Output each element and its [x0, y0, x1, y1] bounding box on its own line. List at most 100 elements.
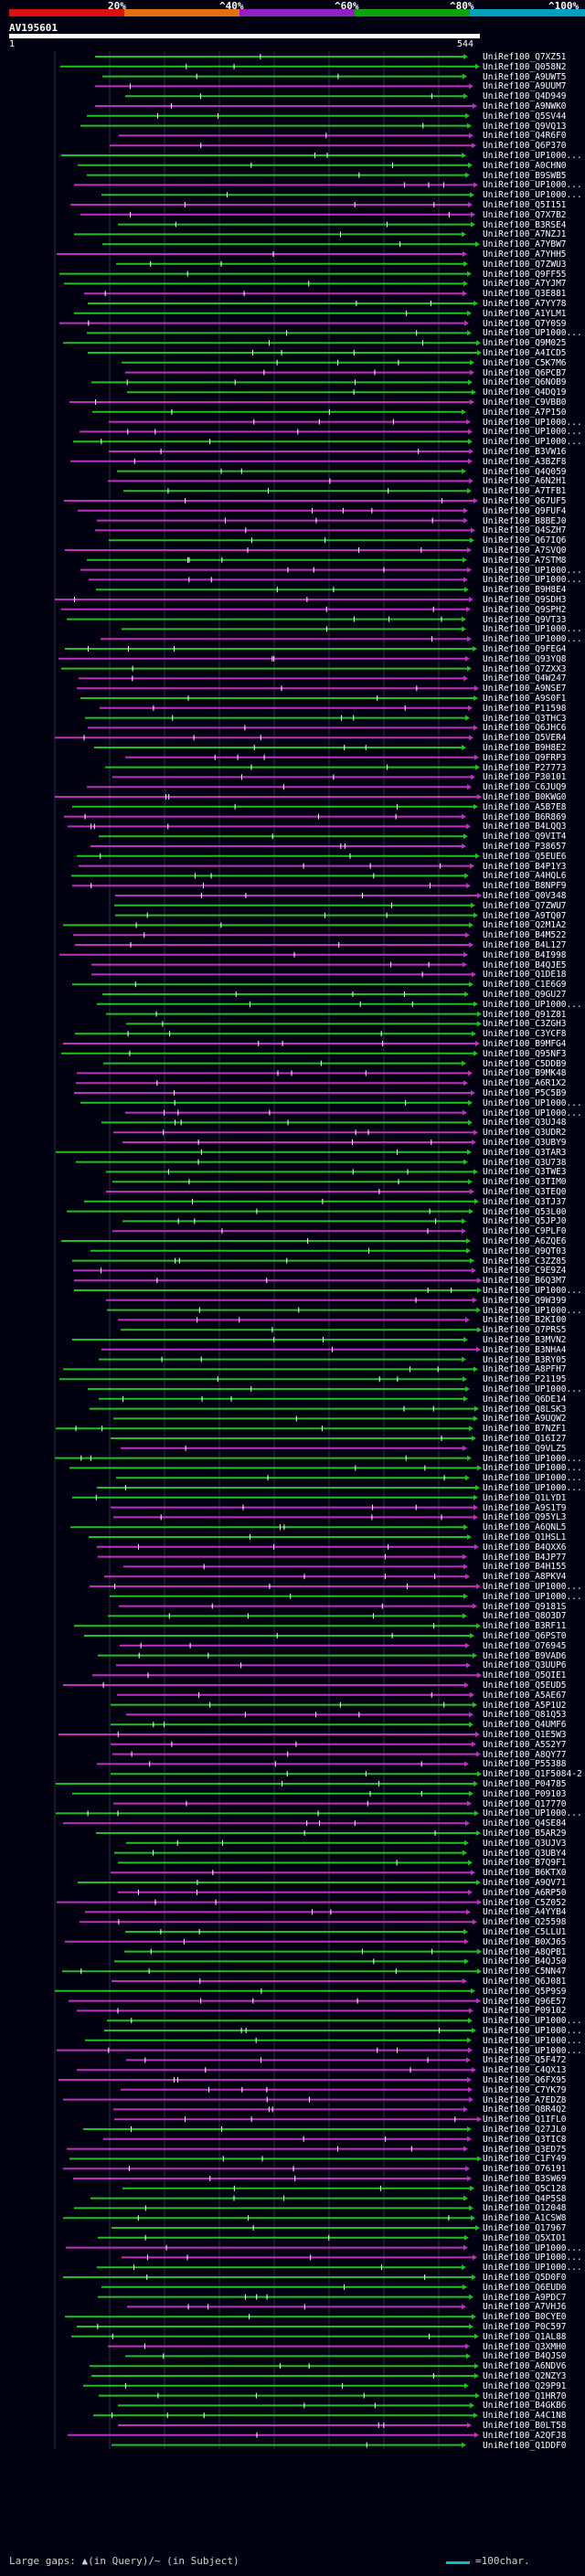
hit-label[interactable]: UniRef100_Q9VIT4 [483, 832, 567, 843]
hit-label[interactable]: UniRef100_A5B7E8 [483, 801, 567, 812]
hit-label[interactable]: UniRef100_UP1000... [483, 2242, 582, 2253]
hit-label[interactable]: UniRef100_Q3U738 [483, 1157, 567, 1168]
hit-label[interactable]: UniRef100_UP1000... [483, 151, 582, 161]
hit-label[interactable]: UniRef100_C5K7M6 [483, 357, 567, 368]
hit-label[interactable]: UniRef100_UP1000... [483, 2026, 582, 2036]
hit-label[interactable]: UniRef100_A4C1N8 [483, 2411, 567, 2422]
hit-label[interactable]: UniRef100_Q81Q53 [483, 1710, 567, 1721]
hit-label[interactable]: UniRef100_B6R869 [483, 811, 567, 822]
hit-label[interactable]: UniRef100_Q3TIM0 [483, 1177, 567, 1188]
hit-label[interactable]: UniRef100_B8NPF9 [483, 881, 567, 892]
hit-label[interactable]: UniRef100_B6KTX0 [483, 1868, 567, 1879]
hit-label[interactable]: UniRef100_Q1HSL1 [483, 1532, 567, 1542]
hit-label[interactable]: UniRef100_Q6J081 [483, 1977, 567, 1987]
hit-label[interactable]: UniRef100_UP1000... [483, 575, 582, 586]
hit-label[interactable]: UniRef100_P30101 [483, 772, 567, 783]
hit-label[interactable]: UniRef100_UP1000... [483, 1108, 582, 1118]
hit-label[interactable]: UniRef100_A9NSE7 [483, 684, 567, 694]
hit-label[interactable]: UniRef100_Q5I151 [483, 200, 567, 210]
hit-label[interactable]: UniRef100_A4ICD5 [483, 348, 567, 358]
hit-label[interactable]: UniRef100_UP1000... [483, 437, 582, 448]
hit-label[interactable]: UniRef100_UP1000... [483, 999, 582, 1010]
hit-label[interactable]: UniRef100_B4QJS0 [483, 2351, 567, 2362]
hit-label[interactable]: UniRef100_Q3TEQ0 [483, 1187, 567, 1197]
hit-label[interactable]: UniRef100_Q1DE18 [483, 970, 567, 981]
hit-label[interactable]: UniRef100_UP1000... [483, 1483, 582, 1493]
hit-label[interactable]: UniRef100_Q6FX95 [483, 2075, 567, 2085]
hit-label[interactable]: UniRef100_Q93YQ8 [483, 653, 567, 664]
hit-label[interactable]: UniRef100_A7YJM7 [483, 279, 567, 290]
hit-label[interactable]: UniRef100_UP1000... [483, 2263, 582, 2274]
hit-label[interactable]: UniRef100_Q5EUD5 [483, 1680, 567, 1691]
hit-label[interactable]: UniRef100_B4M522 [483, 930, 567, 941]
hit-label[interactable]: UniRef100_Q95YL3 [483, 1512, 567, 1523]
hit-label[interactable]: UniRef100_Q9FF55 [483, 269, 567, 280]
hit-label[interactable]: UniRef100_Q95NF3 [483, 1048, 567, 1059]
hit-label[interactable]: UniRef100_Q5F472 [483, 2055, 567, 2066]
hit-label[interactable]: UniRef100_B9VAD6 [483, 1650, 567, 1661]
hit-label[interactable]: UniRef100_A5P1U2 [483, 1700, 567, 1711]
hit-label[interactable]: UniRef100_B3RSE4 [483, 219, 567, 230]
hit-label[interactable]: UniRef100_UP1000... [483, 1591, 582, 1602]
hit-label[interactable]: UniRef100_B2KI00 [483, 1315, 567, 1326]
hit-label[interactable]: UniRef100_Q1HR70 [483, 2390, 567, 2401]
hit-label[interactable]: UniRef100_C1E6G9 [483, 980, 567, 991]
hit-label[interactable]: UniRef100_A3BZF8 [483, 456, 567, 467]
hit-label[interactable]: UniRef100_A7P150 [483, 407, 567, 418]
hit-label[interactable]: UniRef100_Q6JHC6 [483, 723, 567, 734]
hit-label[interactable]: UniRef100_Q5SV44 [483, 111, 567, 122]
hit-label[interactable]: UniRef100_Q1DDF0 [483, 2440, 567, 2451]
hit-label[interactable]: UniRef100_A6NDV6 [483, 2361, 567, 2372]
hit-label[interactable]: UniRef100_P09103 [483, 1788, 567, 1799]
hit-label[interactable]: UniRef100_Q4R6F0 [483, 131, 567, 142]
hit-label[interactable]: UniRef100_Q7ZWU7 [483, 900, 567, 911]
hit-label[interactable]: UniRef100_Q9SDH3 [483, 595, 567, 605]
hit-label[interactable]: UniRef100_A8QPB1 [483, 1946, 567, 1957]
hit-label[interactable]: UniRef100_C4QX13 [483, 2065, 567, 2076]
hit-label[interactable]: UniRef100_UP1000... [483, 1305, 582, 1316]
hit-label[interactable]: UniRef100_A8PKV4 [483, 1572, 567, 1583]
hit-label[interactable]: UniRef100_Q7ZXX3 [483, 663, 567, 674]
hit-label[interactable]: UniRef100_P09102 [483, 2006, 567, 2017]
hit-label[interactable]: UniRef100_Q9SPH2 [483, 604, 567, 615]
hit-label[interactable]: UniRef100_Q3UUP6 [483, 1660, 567, 1671]
hit-label[interactable]: UniRef100_Q5P9S9 [483, 1986, 567, 1997]
hit-label[interactable]: UniRef100_UP1000... [483, 1473, 582, 1484]
hit-label[interactable]: UniRef100_UP1000... [483, 1463, 582, 1474]
hit-label[interactable]: UniRef100_UP1000... [483, 328, 582, 339]
hit-label[interactable]: UniRef100_B3MVN2 [483, 1335, 567, 1345]
hit-label[interactable]: UniRef100_Q3UDR2 [483, 1128, 567, 1139]
hit-label[interactable]: UniRef100_P04785 [483, 1779, 567, 1789]
hit-label[interactable]: UniRef100_B4I998 [483, 949, 567, 960]
hit-label[interactable]: UniRef100_A7STM8 [483, 555, 567, 566]
hit-label[interactable]: UniRef100_Q8LSK3 [483, 1404, 567, 1415]
hit-label[interactable]: UniRef100_UP1000... [483, 624, 582, 635]
hit-label[interactable]: UniRef100_Q9W399 [483, 1295, 567, 1306]
hit-label[interactable]: UniRef100_P55388 [483, 1759, 567, 1770]
hit-label[interactable]: UniRef100_Q9VLZ5 [483, 1443, 567, 1454]
hit-label[interactable]: UniRef100_A9S0F1 [483, 694, 567, 704]
hit-label[interactable]: UniRef100_UP1000... [483, 565, 582, 576]
hit-label[interactable]: UniRef100_B5AR29 [483, 1829, 567, 1839]
hit-label[interactable]: UniRef100_B0KWG0 [483, 792, 567, 802]
hit-label[interactable]: UniRef100_C1FY49 [483, 2154, 567, 2165]
hit-label[interactable]: UniRef100_Q6DE14 [483, 1394, 567, 1405]
hit-label[interactable]: UniRef100_UP1000... [483, 2035, 582, 2046]
hit-label[interactable]: UniRef100_B4QXX6 [483, 1542, 567, 1553]
hit-label[interactable]: UniRef100_Q17967 [483, 2223, 567, 2233]
hit-label[interactable]: UniRef100_UP1000... [483, 190, 582, 201]
hit-label[interactable]: UniRef100_C5Z052 [483, 1897, 567, 1908]
hit-label[interactable]: UniRef100_Q3UBY9 [483, 1138, 567, 1148]
hit-label[interactable]: UniRef100_Q2NZY3 [483, 2371, 567, 2381]
hit-label[interactable]: UniRef100_Q1AL88 [483, 2331, 567, 2342]
hit-label[interactable]: UniRef100_UP1000... [483, 2253, 582, 2263]
hit-label[interactable]: UniRef100_B9H8E4 [483, 585, 567, 596]
hit-label[interactable]: UniRef100_B4GKB6 [483, 2401, 567, 2412]
hit-label[interactable]: UniRef100_B4L127 [483, 940, 567, 950]
hit-label[interactable]: UniRef100_Q3TIC8 [483, 2134, 567, 2145]
hit-label[interactable]: UniRef100_UP1000... [483, 1582, 582, 1592]
hit-label[interactable]: UniRef100_A6ZQE6 [483, 1236, 567, 1246]
hit-label[interactable]: UniRef100_UP1000... [483, 417, 582, 428]
hit-label[interactable]: UniRef100_Q4SZH7 [483, 525, 567, 536]
hit-label[interactable]: UniRef100_B4QJE5 [483, 959, 567, 970]
